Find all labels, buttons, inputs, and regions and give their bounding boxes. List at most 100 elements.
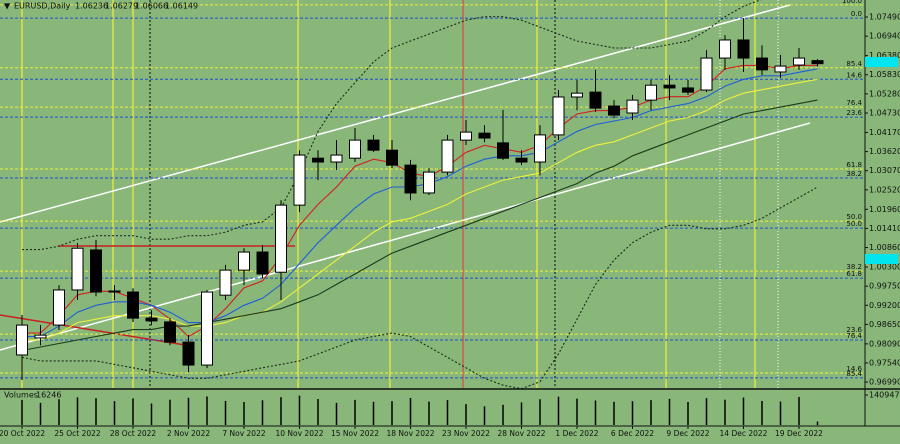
candle-body — [478, 132, 491, 139]
candle-body — [367, 139, 380, 151]
candle-body — [330, 154, 343, 163]
fib-label: 76.4 — [846, 332, 862, 340]
last-open: 1.06236 — [75, 2, 108, 11]
candle-layer — [16, 18, 824, 381]
candle-body — [423, 171, 435, 194]
indicator-line — [21, 186, 818, 390]
candle-body — [275, 204, 287, 273]
x-tick-label: 2 Nov 2022 — [167, 429, 210, 438]
candle-body — [108, 290, 121, 293]
header-arrow: ▼ — [4, 2, 11, 11]
indicator-layer — [21, 0, 818, 390]
candle-body — [53, 289, 65, 326]
candle-body — [534, 134, 546, 163]
candle-body — [441, 139, 454, 173]
fib-label: 61.8 — [846, 161, 862, 169]
candle-body — [293, 154, 306, 206]
candle-body — [626, 99, 639, 114]
y-tick-label: 1.07490 — [869, 13, 900, 22]
last-high: 1.06279 — [105, 2, 138, 11]
candle-body — [756, 57, 768, 71]
fib-label: 50.0 — [846, 220, 862, 228]
y-tick-label: 1.00860 — [869, 243, 900, 252]
candle-body — [127, 291, 139, 319]
candle-body — [700, 57, 713, 91]
y-tick-label: 1.04170 — [869, 128, 900, 137]
candle-body — [182, 341, 195, 366]
indicator-line — [22, 0, 762, 251]
fib-label: 23.6 — [846, 326, 862, 334]
candle-body — [238, 251, 250, 271]
candle-body — [164, 321, 176, 343]
candle-body — [404, 164, 417, 194]
fib-label: 14.6 — [846, 71, 862, 79]
y-tick-label: 0.99750 — [869, 282, 900, 291]
last-low: 1.06066 — [135, 2, 168, 11]
x-tick-label: 23 Nov 2022 — [442, 429, 490, 438]
x-tick-label: 28 Oct 2022 — [110, 429, 157, 438]
indicator-line — [22, 64, 818, 338]
x-tick-label: 7 Nov 2022 — [222, 429, 265, 438]
indicator-line — [22, 68, 818, 338]
fib-label: 38.2 — [846, 170, 862, 178]
y-tick-label: 1.05830 — [869, 70, 900, 79]
x-tick-label: 9 Dec 2022 — [666, 429, 709, 438]
candle-body — [145, 317, 158, 322]
candle-body — [16, 324, 28, 356]
candle-body — [719, 39, 731, 59]
candle-body — [312, 157, 324, 163]
candle-body — [71, 247, 84, 291]
volume-tick-label: 140947 — [869, 391, 900, 400]
candle-body — [497, 142, 509, 159]
candle-body — [571, 92, 583, 98]
candle-body — [460, 131, 472, 141]
x-tick-label: 19 Dec 2022 — [775, 429, 823, 438]
candle-body — [34, 334, 47, 339]
candle-body — [515, 157, 528, 163]
x-tick-label: 18 Nov 2022 — [386, 429, 434, 438]
candle-body — [201, 291, 213, 366]
y-tick-label: 1.04730 — [869, 108, 900, 117]
candle-body — [737, 39, 750, 59]
candle-body — [793, 57, 805, 66]
y-tick-label: 0.96990 — [869, 378, 900, 387]
candle-body — [256, 251, 269, 275]
separators — [21, 0, 779, 388]
fib-label: 14.6 — [846, 365, 862, 373]
y-tick-label: 1.02520 — [869, 185, 900, 194]
candle-body — [552, 96, 565, 136]
x-tick-label: 15 Nov 2022 — [331, 429, 379, 438]
y-tick-label: 0.98650 — [869, 320, 900, 329]
y-tick-label: 1.06940 — [869, 32, 900, 41]
x-tick-label: 6 Dec 2022 — [611, 429, 654, 438]
y-tick-label: 1.01960 — [869, 205, 900, 214]
fib-label: 61.8 — [846, 270, 862, 278]
volume-last: 16246 — [36, 391, 61, 400]
x-tick-label: 28 Nov 2022 — [497, 429, 545, 438]
candle-body — [90, 249, 102, 293]
level-marker — [865, 254, 898, 264]
channel-line — [0, 4, 791, 223]
y-tick-label: 1.00300 — [869, 263, 900, 272]
x-tick-label: 20 Oct 2022 — [0, 429, 45, 438]
x-tick-label: 25 Oct 2022 — [54, 429, 101, 438]
candle-body — [589, 91, 602, 109]
x-tick-label: 1 Dec 2022 — [555, 429, 598, 438]
fib-layer: 100.00.085.414.676.423.661.838.250.050.0… — [0, 0, 865, 379]
symbol: EURUSD,Daily — [14, 2, 71, 11]
fib-label: 0.0 — [851, 10, 862, 18]
last-close: 1.06149 — [165, 2, 198, 11]
candle-body — [386, 149, 398, 166]
candle-body — [645, 84, 657, 101]
volume-label: Volumes — [4, 391, 38, 400]
indicator-line — [21, 99, 818, 352]
fib-label: 38.2 — [846, 263, 862, 271]
candle-body — [349, 139, 361, 159]
y-tick-label: 0.98090 — [869, 339, 900, 348]
y-tick-label: 1.01410 — [869, 224, 900, 233]
x-tick-label: 10 Nov 2022 — [275, 429, 323, 438]
y-tick-label: 0.97540 — [869, 358, 900, 367]
current-price-marker — [865, 57, 898, 67]
